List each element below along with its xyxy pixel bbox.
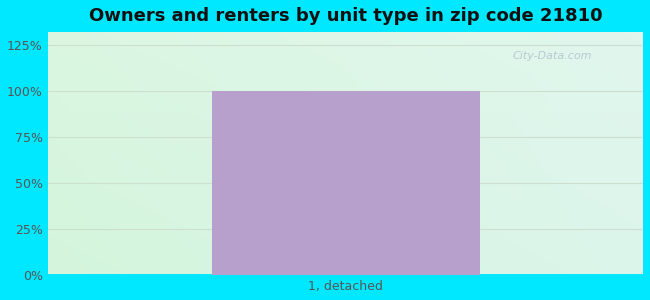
Text: City-Data.com: City-Data.com — [512, 52, 592, 61]
Title: Owners and renters by unit type in zip code 21810: Owners and renters by unit type in zip c… — [89, 7, 603, 25]
Bar — [212, 91, 480, 274]
